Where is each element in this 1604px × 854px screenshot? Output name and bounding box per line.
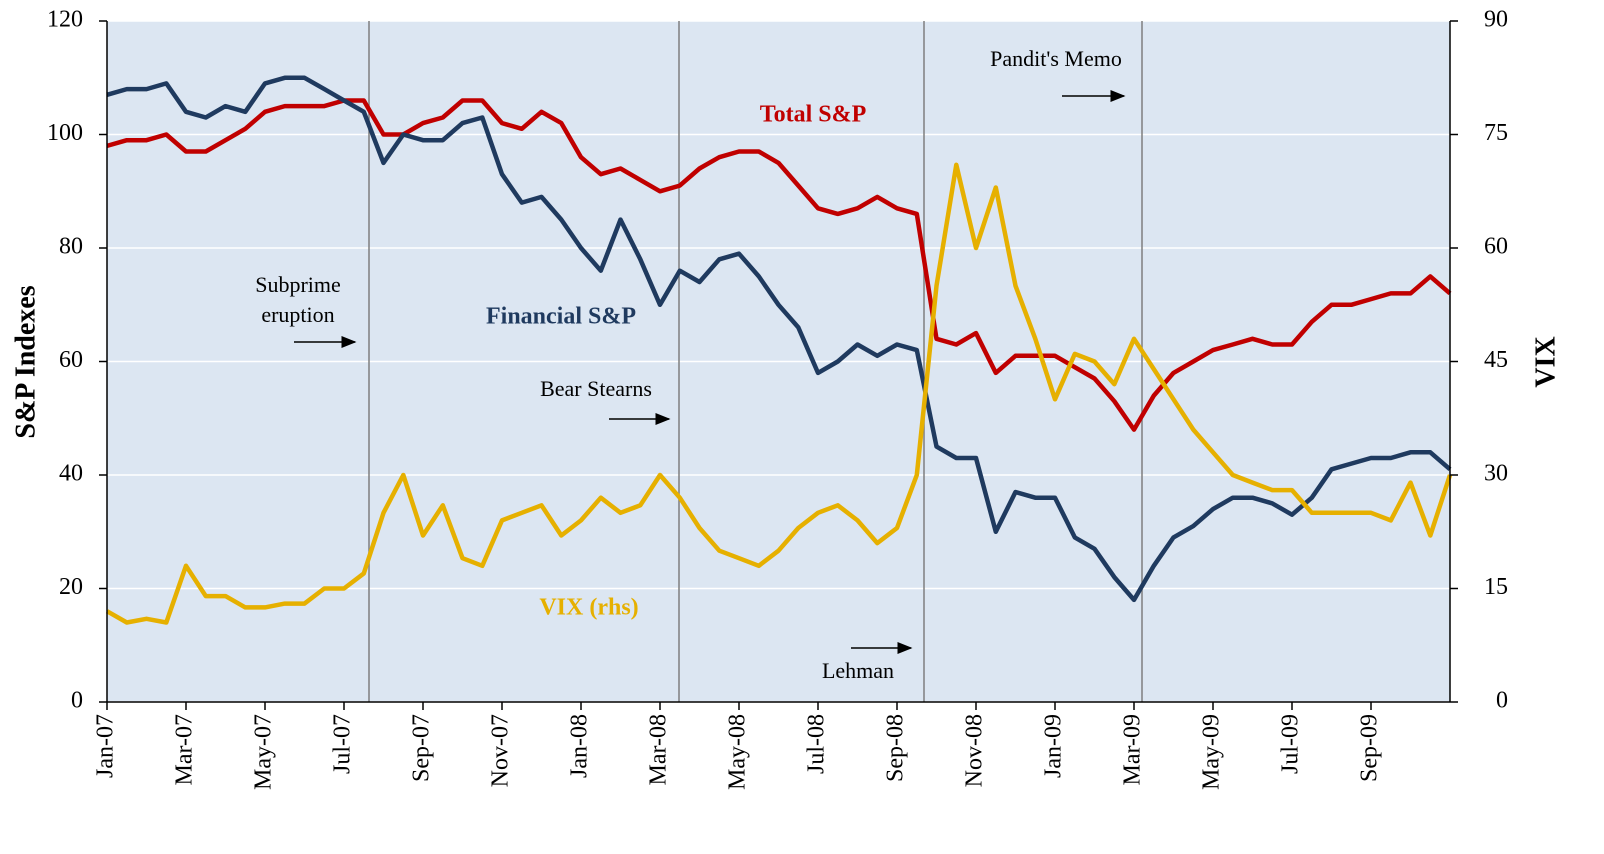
y2-tick-label: 15 — [1484, 574, 1508, 600]
lines — [105, 75, 1453, 625]
y-tick-label: 40 — [59, 461, 83, 487]
y2-tick-label: 30 — [1484, 461, 1508, 487]
x-tick-label: Jul-08 — [804, 714, 830, 774]
series-label: VIX (rhs) — [539, 595, 638, 621]
y2-tick-label: 75 — [1484, 120, 1508, 146]
x-tick-label: Jul-09 — [1278, 714, 1304, 774]
x-tick-label: Jan-09 — [1041, 714, 1067, 778]
series-line — [105, 162, 1453, 625]
y2-axis-label: VIX — [1530, 336, 1561, 387]
series-label: Total S&P — [760, 102, 866, 128]
x-tick-label: May-08 — [725, 714, 751, 790]
annotation: Bear Stearns — [540, 376, 652, 401]
x-tick-label: Nov-08 — [962, 714, 988, 787]
x-tick-label: Jan-07 — [93, 714, 119, 778]
y2-tick-label: 45 — [1484, 347, 1508, 373]
x-tick-label: Nov-07 — [488, 714, 514, 787]
series-label: Financial S&P — [486, 304, 636, 330]
y-axis-label: S&P Indexes — [10, 285, 41, 438]
x-tick-label: Mar-09 — [1120, 714, 1146, 786]
x-tick-label: May-09 — [1199, 714, 1225, 790]
x-tick-label: Sep-09 — [1357, 714, 1383, 782]
x-tick-label: Sep-08 — [883, 714, 909, 782]
series-line — [106, 75, 1452, 603]
y-tick-label: 20 — [59, 574, 83, 600]
annotation: eruption — [261, 302, 334, 327]
annotation: Lehman — [822, 658, 894, 683]
y-tick-label: 100 — [47, 120, 83, 146]
x-tick-label: Mar-07 — [172, 714, 198, 786]
x-tick-label: May-07 — [251, 714, 277, 790]
y-tick-label: 120 — [47, 7, 83, 33]
y-tick-label: 0 — [71, 688, 83, 714]
x-tick-label: Sep-07 — [409, 714, 435, 782]
y-tick-label: 80 — [59, 234, 83, 260]
x-tick-label: Jul-07 — [330, 714, 356, 774]
annotation: Subprime — [255, 272, 341, 297]
x-tick-label: Jan-08 — [567, 714, 593, 778]
x-tick-label: Mar-08 — [646, 714, 672, 786]
arrows — [294, 90, 1126, 654]
y2-tick-label: 90 — [1484, 7, 1508, 33]
y2-tick-label: 0 — [1496, 688, 1508, 714]
y2-tick-label: 60 — [1484, 234, 1508, 260]
annotation: Pandit's Memo — [990, 46, 1122, 71]
series-line — [106, 98, 1452, 432]
y-tick-label: 60 — [59, 347, 83, 373]
